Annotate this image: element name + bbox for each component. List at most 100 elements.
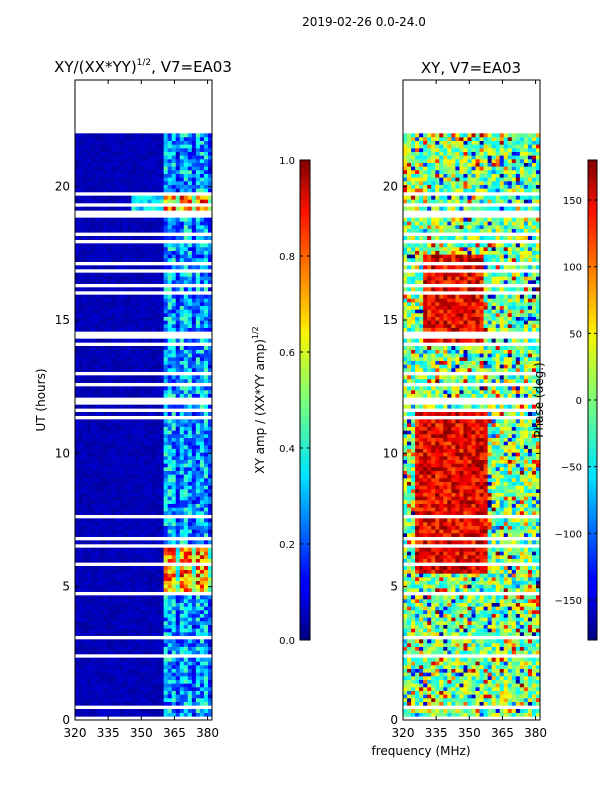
heatmap-cell xyxy=(207,441,212,446)
heatmap-cell xyxy=(163,676,169,680)
heatmap-cell xyxy=(139,511,144,515)
heatmap-cell xyxy=(483,690,489,695)
heatmap-cell xyxy=(139,225,144,229)
heatmap-cell xyxy=(139,500,144,504)
heatmap-cell xyxy=(147,580,152,585)
heatmap-cell xyxy=(207,452,212,457)
heatmap-cell xyxy=(95,254,100,259)
heatmap-cell xyxy=(111,668,116,673)
heatmap-cell xyxy=(111,683,116,688)
heatmap-cell xyxy=(107,452,112,457)
heatmap-cell xyxy=(111,368,116,372)
heatmap-cell xyxy=(123,639,128,644)
heatmap-cell xyxy=(203,621,209,625)
heatmap-cell xyxy=(103,360,108,365)
heatmap-cell xyxy=(139,679,144,684)
heatmap-cell xyxy=(107,456,112,460)
heatmap-cell xyxy=(175,577,181,581)
colorbar1-label: XY amp / (XX*YY amp)1/2 xyxy=(251,326,267,474)
heatmap-cell xyxy=(167,665,173,669)
heatmap-cell xyxy=(75,258,80,262)
heatmap-cell xyxy=(127,386,132,391)
heatmap-cell xyxy=(111,375,116,380)
heatmap-cell xyxy=(155,225,161,229)
heatmap-cell xyxy=(207,459,212,464)
heatmap-cell xyxy=(87,518,92,523)
heatmap-cell xyxy=(483,701,489,706)
heatmap-cell xyxy=(203,225,209,229)
heatmap-cell xyxy=(187,327,193,332)
heatmap-cell xyxy=(103,602,108,607)
heatmap-cell xyxy=(191,445,197,449)
heatmap-cell xyxy=(203,302,209,306)
heatmap-cell xyxy=(123,133,128,138)
heatmap-cell xyxy=(111,580,116,585)
heatmap-cell xyxy=(187,426,193,431)
heatmap-cell xyxy=(91,320,96,325)
heatmap-cell xyxy=(99,166,104,171)
heatmap-cell xyxy=(91,613,96,618)
heatmap-cell xyxy=(75,437,80,442)
heatmap-cell xyxy=(95,474,100,479)
heatmap-cell xyxy=(511,690,517,695)
heatmap-cell xyxy=(203,617,209,622)
heatmap-cell xyxy=(183,584,189,589)
heatmap-cell xyxy=(95,137,100,141)
heatmap-cell xyxy=(527,665,533,669)
heatmap-cell xyxy=(79,489,84,493)
heatmap-cell xyxy=(111,357,116,361)
heatmap-cell xyxy=(159,529,165,534)
heatmap-cell xyxy=(163,151,169,156)
heatmap-cell xyxy=(91,489,96,493)
heatmap-cell xyxy=(203,613,209,618)
heatmap-cell xyxy=(407,698,412,702)
heatmap-cell xyxy=(139,280,144,284)
heatmap-cell xyxy=(199,610,205,614)
heatmap-cell xyxy=(147,137,152,141)
heatmap-cell xyxy=(179,547,185,552)
heatmap-cell xyxy=(111,555,116,559)
heatmap-cell xyxy=(203,316,209,321)
heatmap-cell xyxy=(135,470,140,475)
heatmap-cell xyxy=(155,412,161,416)
heatmap-cell xyxy=(143,375,148,380)
heatmap-cell xyxy=(187,170,193,174)
heatmap-cell xyxy=(75,349,80,354)
heatmap-cell xyxy=(79,529,84,534)
heatmap-cell xyxy=(203,452,209,457)
heatmap-cell xyxy=(135,137,140,141)
heatmap-cell xyxy=(79,577,84,581)
heatmap-cell xyxy=(115,525,120,530)
heatmap-cell xyxy=(103,199,108,204)
heatmap-cell xyxy=(151,551,156,556)
heatmap-cell xyxy=(183,349,189,354)
heatmap-cell xyxy=(447,709,452,713)
heatmap-cell xyxy=(119,309,124,314)
heatmap-cell xyxy=(167,687,173,691)
heatmap-cell xyxy=(175,324,181,328)
heatmap-cell xyxy=(159,151,165,156)
heatmap-cell xyxy=(439,668,444,673)
heatmap-cell xyxy=(127,643,132,647)
heatmap-cell xyxy=(155,320,161,325)
heatmap-cell xyxy=(423,712,428,717)
heatmap-cell xyxy=(147,709,152,713)
heatmap-cell xyxy=(95,206,100,211)
heatmap-cell xyxy=(127,327,132,332)
heatmap-cell xyxy=(123,672,128,677)
heatmap-cell xyxy=(155,551,161,556)
heatmap-cell xyxy=(195,463,201,468)
heatmap-cell xyxy=(103,496,108,501)
heatmap-cell xyxy=(167,463,173,468)
heatmap-cell xyxy=(207,456,212,460)
heatmap-cell xyxy=(155,309,161,314)
heatmap-cell xyxy=(171,661,177,666)
heatmap-cell xyxy=(147,162,152,167)
heatmap-cell xyxy=(95,144,100,149)
heatmap-cell xyxy=(171,148,177,152)
heatmap-cell xyxy=(75,606,80,611)
heatmap-cell xyxy=(87,624,92,629)
heatmap-cell xyxy=(191,426,197,431)
heatmap-cell xyxy=(151,507,156,512)
heatmap-cell xyxy=(171,173,177,178)
